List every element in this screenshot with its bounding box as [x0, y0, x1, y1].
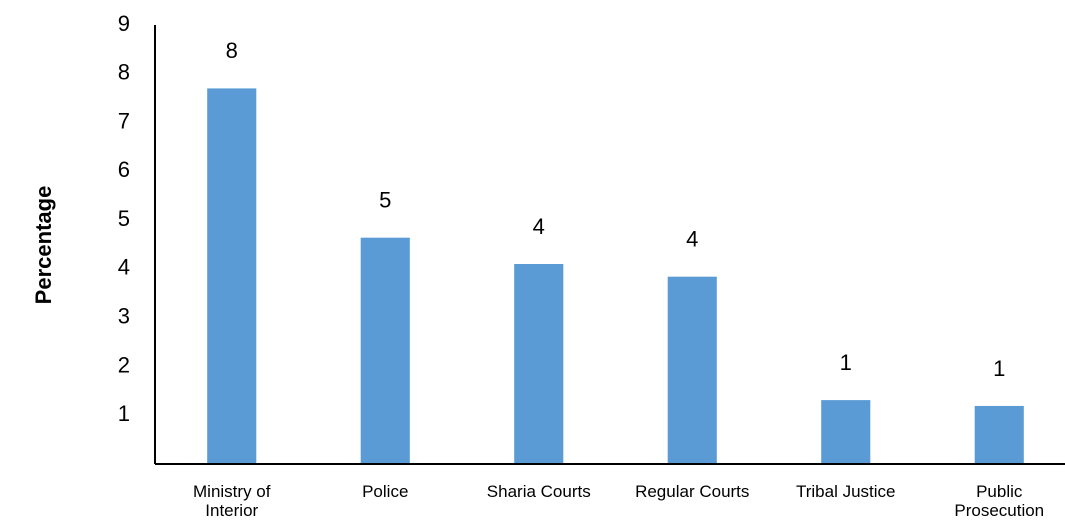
x-tick-label: Regular Courts: [635, 482, 750, 501]
data-label: 5: [379, 187, 391, 212]
y-axis-label: Percentage: [31, 186, 56, 305]
y-tick-label: 7: [118, 108, 130, 133]
bar: [974, 405, 1024, 464]
y-tick-label: 3: [118, 303, 130, 328]
y-tick-label: 4: [118, 255, 130, 280]
bar: [667, 276, 717, 464]
data-label: 1: [993, 356, 1005, 381]
data-label: 4: [686, 227, 698, 252]
y-tick-label: 1: [118, 401, 130, 426]
y-tick-label: 9: [118, 11, 130, 36]
data-label: 8: [226, 38, 238, 63]
bar: [821, 400, 871, 464]
y-tick-label: 2: [118, 352, 130, 377]
y-tick-label: 5: [118, 206, 130, 231]
data-label: 1: [840, 350, 852, 375]
y-tick-label: 6: [118, 157, 130, 182]
data-label: 4: [533, 214, 545, 239]
bar: [514, 264, 564, 464]
x-tick-label: Ministry of Interior: [193, 482, 271, 520]
x-tick-label: Police: [362, 482, 409, 501]
x-tick-label: Tribal Justice: [795, 482, 896, 501]
bar: [360, 237, 410, 464]
y-tick-label: 8: [118, 60, 130, 85]
bar: [207, 88, 257, 465]
x-tick-label: Sharia Courts: [486, 482, 591, 501]
x-tick-label: Public Prosecution: [954, 482, 1045, 520]
